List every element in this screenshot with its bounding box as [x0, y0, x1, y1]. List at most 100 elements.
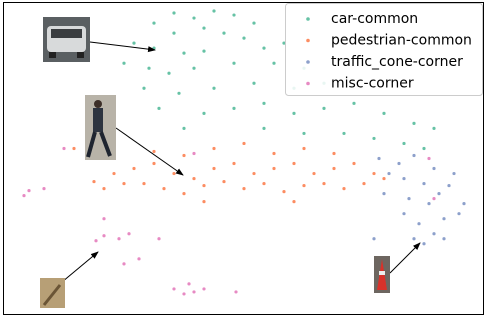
legend-label: pedestrian-common: [331, 33, 472, 49]
point: [242, 142, 245, 145]
point: [177, 92, 180, 95]
point: [122, 182, 125, 185]
point: [202, 200, 205, 203]
point: [342, 187, 345, 190]
legend-label: misc-corner: [331, 76, 414, 92]
point: [457, 212, 460, 215]
pedestrian-thumbnail: [85, 95, 116, 160]
point: [452, 172, 455, 175]
point: [137, 257, 140, 260]
point: [192, 290, 195, 293]
point: [292, 162, 295, 165]
point: [397, 162, 400, 165]
point: [112, 172, 115, 175]
point: [422, 242, 425, 245]
legend-marker: [306, 82, 310, 86]
point: [432, 127, 435, 130]
point: [382, 112, 385, 115]
point: [417, 222, 420, 225]
point: [372, 137, 375, 140]
point: [27, 189, 30, 192]
point: [102, 187, 105, 190]
point: [442, 217, 445, 220]
point: [252, 82, 255, 85]
point: [94, 239, 97, 242]
point: [302, 132, 305, 135]
point: [382, 192, 385, 195]
point: [302, 184, 305, 187]
legend-marker: [306, 17, 310, 21]
point: [447, 184, 450, 187]
point: [157, 237, 160, 240]
point: [234, 290, 237, 293]
point: [252, 21, 255, 24]
point: [332, 152, 335, 155]
point: [262, 102, 265, 105]
point: [232, 162, 235, 165]
point: [242, 37, 245, 40]
point: [282, 190, 285, 193]
point: [42, 187, 45, 190]
point: [372, 237, 375, 240]
point: [132, 167, 135, 170]
point: [212, 9, 215, 12]
point: [22, 194, 25, 197]
point: [402, 177, 405, 180]
legend-marker: [306, 60, 310, 64]
point: [242, 187, 245, 190]
point: [432, 232, 435, 235]
point: [182, 127, 185, 130]
point: [252, 172, 255, 175]
point: [202, 287, 205, 290]
point: [222, 31, 225, 34]
chart: car-common pedestrian-common traffic_cone-…: [0, 0, 487, 319]
point: [152, 162, 155, 165]
cone-thumbnail: [374, 256, 390, 293]
legend-label: car-common: [331, 11, 418, 27]
point: [422, 182, 425, 185]
point: [272, 62, 275, 65]
point: [172, 11, 175, 14]
point: [212, 87, 215, 90]
point: [232, 62, 235, 65]
point: [262, 47, 265, 50]
point: [72, 147, 75, 150]
page: {"chart_data": {"type": "scatter", "xlim…: [0, 0, 487, 319]
point: [182, 154, 185, 157]
point: [427, 202, 430, 205]
point: [202, 26, 205, 29]
point: [142, 182, 145, 185]
point: [172, 287, 175, 290]
point: [182, 52, 185, 55]
point: [152, 150, 155, 153]
point: [182, 192, 185, 195]
point: [172, 172, 175, 175]
legend-label: traffic_cone-corner: [331, 54, 463, 70]
car-thumbnail: [43, 17, 90, 62]
point: [122, 262, 125, 265]
point: [167, 72, 170, 75]
point: [182, 292, 185, 295]
point: [127, 232, 130, 235]
point: [332, 167, 335, 170]
point: [122, 62, 125, 65]
legend-marker: [306, 39, 310, 43]
point: [262, 127, 265, 130]
point: [102, 234, 105, 237]
point: [117, 237, 120, 240]
point: [362, 182, 365, 185]
point: [102, 217, 105, 220]
point: [412, 122, 415, 125]
point: [442, 237, 445, 240]
point: [432, 197, 435, 200]
point: [432, 167, 435, 170]
point: [232, 107, 235, 110]
point: [192, 67, 195, 70]
point: [402, 142, 405, 145]
point: [162, 187, 165, 190]
point: [232, 13, 235, 16]
point: [312, 172, 315, 175]
point: [382, 177, 385, 180]
point: [412, 154, 415, 157]
point: [407, 197, 410, 200]
